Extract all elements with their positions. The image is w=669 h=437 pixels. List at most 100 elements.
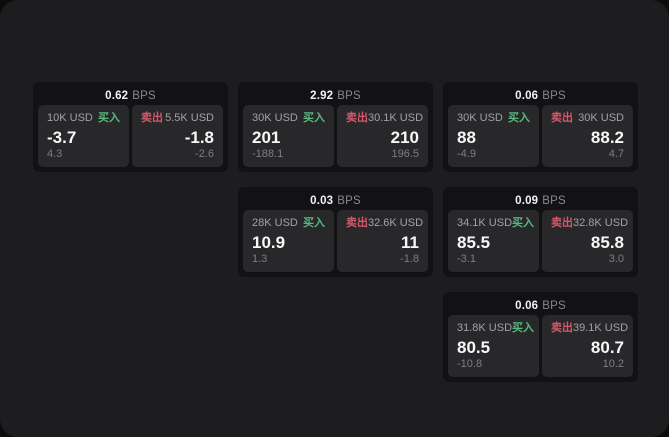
sell-price: 11 [401,233,419,252]
bps-value: 0.03 [310,194,334,207]
sell-delta: 4.7 [608,148,624,160]
sell-panel-top: 卖出 5.5K USD [141,112,214,125]
sell-panel-top: 卖出 30K USD [551,112,624,125]
buy-panel[interactable]: 30K USD 买入 88 -4.9 [448,105,539,167]
sell-size: 32.6K USD [368,217,424,229]
quotes-grid: 0.62 BPS 10K USD 买入 -3.7 4.3 卖出 5.5K USD -1.8 -2.… [33,82,638,382]
buy-panel[interactable]: 28K USD 买入 10.9 1.3 [243,210,334,272]
sell-panel[interactable]: 卖出 5.5K USD -1.8 -2.6 [132,105,223,167]
bps-value: 0.06 [515,299,539,312]
sell-price: 88.2 [590,128,624,147]
sell-side-label: 卖出 [551,217,573,229]
bps-value: 2.92 [310,89,334,102]
bps-header: 2.92 BPS [243,86,428,105]
sell-panel-top: 卖出 32.8K USD [551,217,628,230]
quote-panels: 34.1K USD 买入 85.5 -3.1 卖出 32.8K USD 85.8 3.0 [448,210,633,272]
quote-card: 2.92 BPS 30K USD 买入 201 -188.1 卖出 30.1K USD 210 1… [238,82,433,172]
sell-side-label: 卖出 [141,112,163,124]
buy-size: 30K USD [457,112,503,124]
buy-panel[interactable]: 31.8K USD 买入 80.5 -10.8 [448,315,539,377]
quote-card: 0.62 BPS 10K USD 买入 -3.7 4.3 卖出 5.5K USD -1.8 -2.… [33,82,228,172]
buy-size: 10K USD [47,112,93,124]
sell-panel-top: 卖出 30.1K USD [346,112,423,125]
buy-side-label: 买入 [303,217,325,229]
buy-size: 30K USD [252,112,298,124]
sell-price: -1.8 [184,128,214,147]
buy-price: 88 [457,128,476,147]
buy-side-label: 买入 [303,112,325,124]
sell-delta: -1.8 [400,253,419,265]
sell-side-label: 卖出 [346,217,368,229]
buy-price: 201 [252,128,281,147]
sell-delta: -2.6 [195,148,214,160]
bps-value: 0.09 [515,194,539,207]
quote-panels: 10K USD 买入 -3.7 4.3 卖出 5.5K USD -1.8 -2.6 [38,105,223,167]
sell-panel-top: 卖出 32.6K USD [346,217,423,230]
buy-side-label: 买入 [508,112,530,124]
sell-delta: 196.5 [391,148,419,160]
sell-size: 30.1K USD [368,112,424,124]
sell-delta: 10.2 [602,358,624,370]
bps-unit-label: BPS [337,194,361,207]
quote-card: 0.09 BPS 34.1K USD 买入 85.5 -3.1 卖出 32.8K USD 85.… [443,187,638,277]
bps-unit-label: BPS [132,89,156,102]
bps-unit-label: BPS [542,299,566,312]
buy-price: 80.5 [457,338,491,357]
quote-card: 0.06 BPS 30K USD 买入 88 -4.9 卖出 30K USD 88.2 4.7 [443,82,638,172]
bps-value: 0.62 [105,89,129,102]
sell-panel[interactable]: 卖出 30K USD 88.2 4.7 [542,105,633,167]
buy-panel-top: 30K USD 买入 [457,112,530,125]
quote-panels: 30K USD 买入 88 -4.9 卖出 30K USD 88.2 4.7 [448,105,633,167]
bps-unit-label: BPS [337,89,361,102]
sell-panel[interactable]: 卖出 30.1K USD 210 196.5 [337,105,428,167]
sell-panel[interactable]: 卖出 32.8K USD 85.8 3.0 [542,210,633,272]
bps-unit-label: BPS [542,194,566,207]
buy-panel-top: 10K USD 买入 [47,112,120,125]
buy-delta: -3.1 [457,253,476,265]
buy-delta: -10.8 [457,358,483,370]
buy-price: -3.7 [47,128,77,147]
bps-unit-label: BPS [542,89,566,102]
sell-price: 80.7 [590,338,624,357]
sell-side-label: 卖出 [346,112,368,124]
buy-delta: 1.3 [252,253,268,265]
sell-size: 30K USD [578,112,624,124]
sell-panel[interactable]: 卖出 39.1K USD 80.7 10.2 [542,315,633,377]
bps-header: 0.06 BPS [448,86,633,105]
quote-panels: 28K USD 买入 10.9 1.3 卖出 32.6K USD 11 -1.8 [243,210,428,272]
sell-size: 39.1K USD [573,322,629,334]
bps-header: 0.03 BPS [243,191,428,210]
bps-value: 0.06 [515,89,539,102]
buy-panel-top: 28K USD 买入 [252,217,325,230]
sell-price: 85.8 [590,233,624,252]
buy-side-label: 买入 [98,112,120,124]
buy-price: 10.9 [252,233,286,252]
sell-panel[interactable]: 卖出 32.6K USD 11 -1.8 [337,210,428,272]
bps-header: 0.09 BPS [448,191,633,210]
buy-side-label: 买入 [512,217,535,229]
sell-side-label: 卖出 [551,322,573,334]
buy-price: 85.5 [457,233,491,252]
buy-side-label: 买入 [512,322,535,334]
bps-header: 0.62 BPS [38,86,223,105]
bps-header: 0.06 BPS [448,296,633,315]
sell-size: 32.8K USD [573,217,629,229]
quote-panels: 30K USD 买入 201 -188.1 卖出 30.1K USD 210 196.5 [243,105,428,167]
buy-delta: -188.1 [252,148,284,160]
sell-size: 5.5K USD [165,112,214,124]
buy-delta: -4.9 [457,148,476,160]
sell-side-label: 卖出 [551,112,573,124]
buy-size: 34.1K USD [457,217,513,229]
sell-panel-top: 卖出 39.1K USD [551,322,628,335]
quote-panels: 31.8K USD 买入 80.5 -10.8 卖出 39.1K USD 80.7 10.2 [448,315,633,377]
sell-delta: 3.0 [608,253,624,265]
quote-card: 0.06 BPS 31.8K USD 买入 80.5 -10.8 卖出 39.1K USD 80… [443,292,638,382]
buy-panel[interactable]: 10K USD 买入 -3.7 4.3 [38,105,129,167]
buy-panel[interactable]: 34.1K USD 买入 85.5 -3.1 [448,210,539,272]
buy-panel-top: 34.1K USD 买入 [457,217,534,230]
buy-size: 28K USD [252,217,298,229]
buy-panel[interactable]: 30K USD 买入 201 -188.1 [243,105,334,167]
quote-card: 0.03 BPS 28K USD 买入 10.9 1.3 卖出 32.6K USD 11 -1.8 [238,187,433,277]
buy-panel-top: 31.8K USD 买入 [457,322,534,335]
buy-panel-top: 30K USD 买入 [252,112,325,125]
